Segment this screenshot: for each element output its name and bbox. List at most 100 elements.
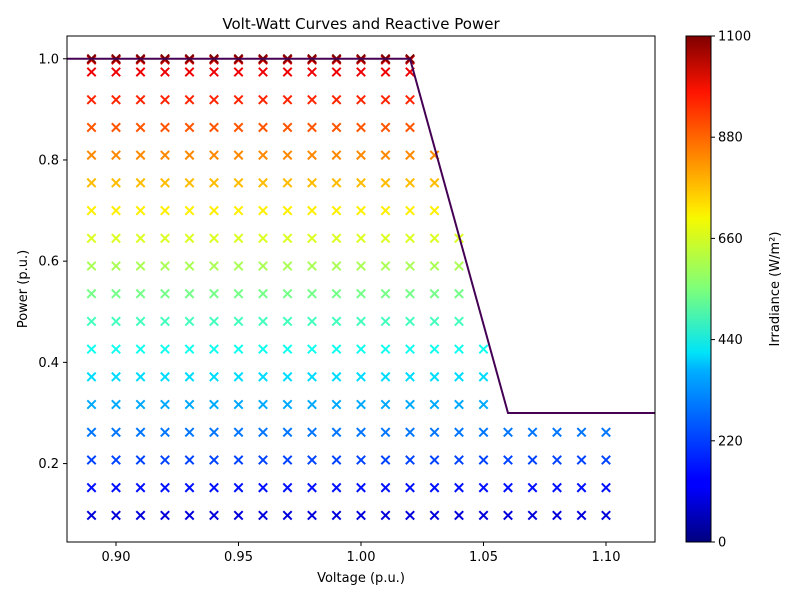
scatter-point xyxy=(282,399,293,410)
scatter-point xyxy=(233,205,244,216)
scatter-point xyxy=(503,427,513,438)
scatter-point xyxy=(331,205,342,216)
scatter-point xyxy=(307,482,317,493)
scatter-point xyxy=(405,316,415,327)
scatter-point xyxy=(380,205,391,216)
scatter-point xyxy=(282,455,293,465)
scatter-point xyxy=(86,288,97,299)
x-tick-label: 0.90 xyxy=(102,550,131,565)
scatter-point xyxy=(356,344,366,355)
scatter-point xyxy=(233,399,244,410)
scatter-point xyxy=(184,177,195,188)
scatter-point xyxy=(429,399,440,410)
scatter-point xyxy=(111,94,121,105)
scatter-point xyxy=(356,455,366,465)
scatter-point xyxy=(160,122,170,133)
scatter-point xyxy=(282,316,293,327)
scatter-point xyxy=(307,427,317,438)
scatter-point xyxy=(111,427,121,438)
scatter-point xyxy=(135,427,146,438)
colorbar-label: Irradiance (W/m²) xyxy=(768,232,783,347)
scatter-point xyxy=(356,67,366,77)
scatter-point xyxy=(184,316,195,327)
scatter-point xyxy=(233,122,244,133)
scatter-point xyxy=(233,233,244,244)
scatter-point xyxy=(86,205,97,216)
scatter-point xyxy=(405,427,415,438)
scatter-point xyxy=(380,371,391,382)
scatter-point xyxy=(233,150,244,161)
scatter-point xyxy=(111,150,121,161)
scatter-point xyxy=(331,399,342,410)
scatter-point xyxy=(135,205,146,216)
scatter-point xyxy=(552,427,562,438)
scatter-point xyxy=(307,233,317,244)
scatter-point xyxy=(209,510,219,521)
scatter-point xyxy=(429,261,440,271)
scatter-point xyxy=(576,427,587,438)
scatter-point xyxy=(331,482,342,493)
scatter-point xyxy=(160,316,170,327)
scatter-point xyxy=(135,233,146,244)
scatter-point xyxy=(233,344,244,355)
scatter-point xyxy=(307,122,317,133)
colorbar-tick-label: 220 xyxy=(718,434,743,449)
scatter-point xyxy=(429,371,440,382)
scatter-point xyxy=(331,371,342,382)
scatter-point xyxy=(258,67,268,77)
scatter-point xyxy=(380,122,391,133)
scatter-point xyxy=(86,150,97,161)
x-tick-label: 1.05 xyxy=(469,550,498,565)
scatter-point xyxy=(184,482,195,493)
scatter-point xyxy=(160,94,170,105)
scatter-point xyxy=(184,150,195,161)
scatter-point xyxy=(552,455,562,465)
scatter-point xyxy=(454,344,464,355)
scatter-point xyxy=(454,482,464,493)
scatter-point xyxy=(356,177,366,188)
scatter-point xyxy=(135,150,146,161)
scatter-point xyxy=(601,427,611,438)
scatter-point xyxy=(380,150,391,161)
scatter-point xyxy=(380,510,391,521)
scatter-point xyxy=(429,455,440,465)
scatter-point xyxy=(331,94,342,105)
scatter-point xyxy=(307,371,317,382)
scatter-point xyxy=(160,261,170,271)
scatter-point xyxy=(405,344,415,355)
scatter-point xyxy=(111,316,121,327)
scatter-point xyxy=(86,455,97,465)
x-axis-label: Voltage (p.u.) xyxy=(317,571,405,586)
scatter-point xyxy=(184,205,195,216)
scatter-point xyxy=(282,371,293,382)
scatter-point xyxy=(405,482,415,493)
scatter-point xyxy=(527,510,538,521)
scatter-point xyxy=(331,177,342,188)
scatter-point xyxy=(111,177,121,188)
scatter-point xyxy=(258,233,268,244)
scatter-point xyxy=(380,288,391,299)
scatter-point xyxy=(135,94,146,105)
scatter-point xyxy=(209,399,219,410)
scatter-point xyxy=(86,344,97,355)
scatter-point xyxy=(307,510,317,521)
scatter-point xyxy=(160,288,170,299)
scatter-point xyxy=(429,427,440,438)
scatter-point xyxy=(135,371,146,382)
scatter-point xyxy=(86,482,97,493)
scatter-point xyxy=(86,371,97,382)
scatter-point xyxy=(282,233,293,244)
scatter-point xyxy=(282,150,293,161)
scatter-point xyxy=(478,427,489,438)
scatter-point xyxy=(135,261,146,271)
scatter-point xyxy=(282,94,293,105)
y-axis: 0.2 0.4 0.6 0.8 1.0 xyxy=(38,52,67,472)
scatter-point xyxy=(307,288,317,299)
scatter-point xyxy=(209,150,219,161)
scatter-point xyxy=(160,177,170,188)
scatter-point xyxy=(429,344,440,355)
scatter-point xyxy=(111,482,121,493)
scatter-point xyxy=(405,371,415,382)
scatter-point xyxy=(380,455,391,465)
